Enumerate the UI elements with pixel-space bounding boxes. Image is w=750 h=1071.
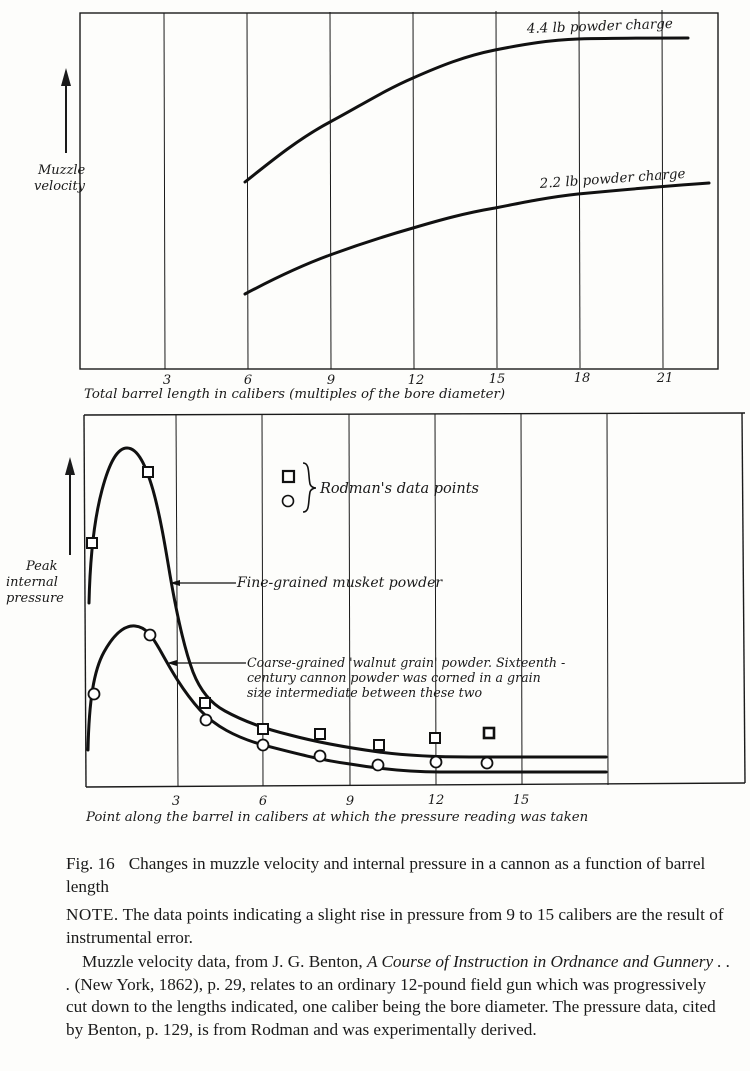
- bottom-y-arrow-icon: [65, 457, 75, 555]
- svg-text:9: 9: [327, 373, 335, 388]
- figure-title-text: Changes in muzzle velocity and internal …: [66, 854, 706, 896]
- bottom-x-ticks: 3 6 9 12 15: [172, 793, 529, 809]
- top-xlabel: Total barrel length in calibers (multipl…: [84, 387, 505, 402]
- legend-label: Rodman's data points: [319, 481, 479, 497]
- coarse-grained-annotation: Coarse-grained 'walnut grain' powder. Si…: [167, 655, 565, 700]
- pointer-arrow-icon: [167, 660, 177, 666]
- label-2-2lb: 2.2 lb powder charge: [538, 166, 686, 192]
- figure-title: Fig. 16 Changes in muzzle velocity and in…: [66, 853, 731, 898]
- svg-text:6: 6: [259, 794, 267, 809]
- svg-text:3: 3: [172, 794, 180, 809]
- svg-text:15: 15: [513, 793, 530, 808]
- circle-data-points: [87, 628, 494, 772]
- legend-circle-icon: [281, 494, 295, 508]
- bottom-ylabel-line3: pressure: [6, 591, 64, 606]
- curve-2-2lb: [243, 181, 711, 296]
- svg-text:21: 21: [656, 371, 674, 386]
- coarse-label-line1: Coarse-grained 'walnut grain' powder. Si…: [247, 655, 565, 670]
- curve-fine-grained: [87, 446, 608, 759]
- legend-square-icon: [281, 469, 296, 484]
- svg-text:12: 12: [408, 373, 425, 388]
- note-label: NOTE.: [66, 905, 119, 924]
- svg-text:15: 15: [489, 372, 506, 387]
- figure-number: Fig. 16: [66, 854, 115, 873]
- bottom-ylabel-line2: internal: [6, 575, 58, 590]
- label-4-4lb: 4.4 lb powder charge: [526, 16, 674, 37]
- curve-4-4lb: [243, 36, 690, 184]
- source-book-title: A Course of Instruction in Ordnance and …: [66, 952, 731, 994]
- figure-caption: Fig. 16 Changes in muzzle velocity and in…: [66, 853, 731, 1041]
- bottom-chart-gridlines: [175, 412, 609, 788]
- figure-16: Muzzle velocity 4.4 lb powder charge 2.2…: [6, 9, 746, 825]
- top-chart-frame: [79, 12, 719, 370]
- note-paragraph: NOTE. The data points indicating a sligh…: [66, 904, 731, 949]
- bottom-xlabel: Point along the barrel in calibers at wh…: [85, 810, 588, 825]
- svg-text:6: 6: [244, 373, 252, 388]
- source-details: (New York, 1862), p. 29, relates to an o…: [66, 974, 716, 1039]
- top-x-ticks: 3 6 9 12 15 18 21: [163, 371, 673, 388]
- top-ylabel-line2: velocity: [34, 179, 86, 194]
- top-chart-gridlines: [163, 9, 664, 370]
- top-ylabel-line1: Muzzle: [37, 163, 86, 178]
- square-data-points: [86, 466, 496, 751]
- coarse-label-line2: century cannon powder was corned in a gr…: [247, 670, 541, 685]
- fine-grained-annotation: Fine-grained musket powder: [170, 575, 443, 591]
- legend: Rodman's data points: [281, 462, 479, 513]
- svg-text:3: 3: [163, 373, 171, 388]
- svg-text:12: 12: [428, 793, 445, 808]
- svg-text:18: 18: [574, 371, 591, 386]
- peak-pressure-chart: Peak internal pressure Rodman's data poi…: [6, 412, 746, 825]
- legend-brace-icon: [302, 462, 317, 513]
- source-intro: Muzzle velocity data, from J. G. Benton,: [82, 952, 367, 971]
- source-paragraph: Muzzle velocity data, from J. G. Benton,…: [66, 951, 731, 1041]
- bottom-ylabel-line1: Peak: [25, 559, 58, 574]
- coarse-label-line3: size intermediate between these two: [247, 685, 483, 700]
- note-text: The data points indicating a slight rise…: [66, 905, 724, 947]
- top-y-arrow-icon: [61, 68, 71, 153]
- svg-text:9: 9: [346, 794, 354, 809]
- pointer-arrow-icon: [170, 580, 180, 586]
- muzzle-velocity-chart: Muzzle velocity 4.4 lb powder charge 2.2…: [34, 9, 719, 402]
- fine-grained-label: Fine-grained musket powder: [236, 575, 443, 591]
